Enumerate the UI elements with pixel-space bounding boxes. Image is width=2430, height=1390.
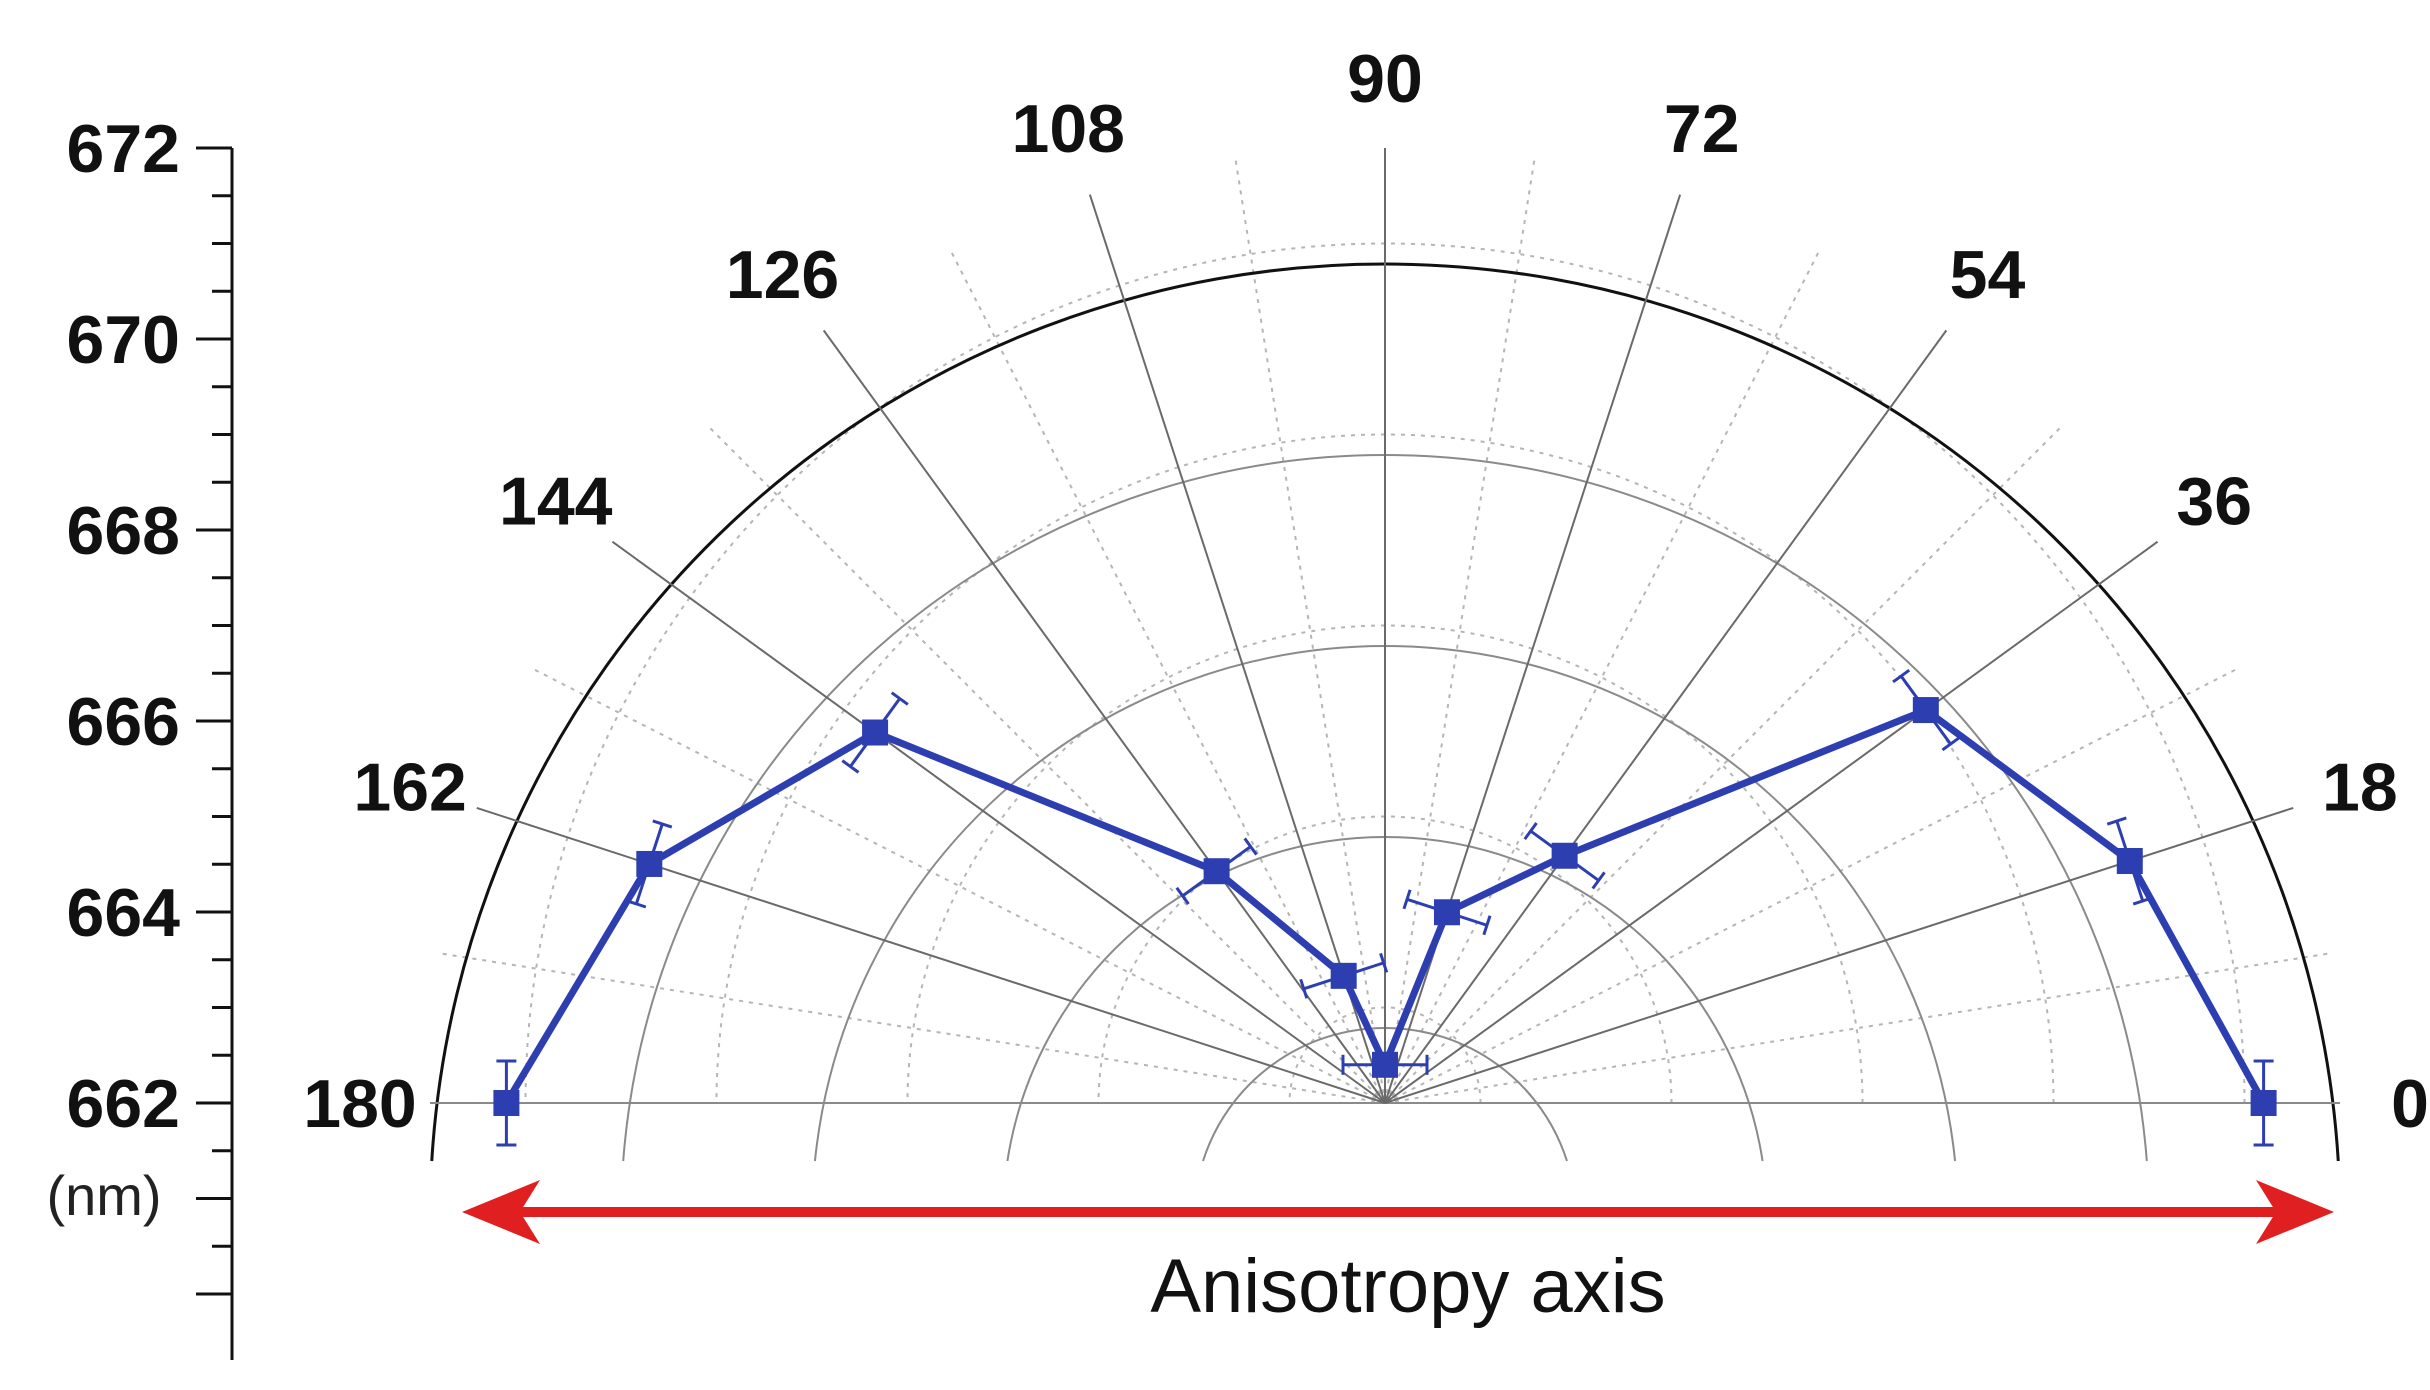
angle-tick-label: 0 — [2391, 1066, 2429, 1142]
radial-tick-label: 664 — [67, 875, 181, 951]
angle-tick-label: 162 — [353, 749, 466, 825]
radial-unit-label: (nm) — [46, 1164, 161, 1227]
error-bar-cap — [1941, 736, 1960, 752]
anisotropy-arrow-right-head — [2256, 1180, 2334, 1244]
minor-spoke — [1384, 159, 1536, 1104]
error-bar-cap — [2132, 896, 2153, 906]
annotation-label: Anisotropy axis — [1150, 1244, 1665, 1329]
minor-spoke — [950, 251, 1386, 1104]
data-point — [1912, 697, 1939, 724]
angle-tick-label: 108 — [1012, 91, 1125, 167]
minor-spoke — [1384, 427, 2061, 1104]
error-bar-cap — [890, 691, 909, 706]
minor-spoke — [1384, 251, 1820, 1104]
radial-tick-label: 666 — [67, 684, 180, 760]
radial-axis: 662 664 666 668 670 672 (nm) — [46, 111, 234, 1360]
minor-spoke — [533, 668, 1386, 1104]
error-bar-cap — [652, 819, 673, 829]
minor-spoke — [1384, 952, 2329, 1104]
angle-tick-label: 54 — [1950, 237, 2026, 313]
angle-tick-label: 126 — [726, 237, 839, 313]
radial-tick-label: 662 — [67, 1066, 180, 1142]
data-point — [1551, 842, 1578, 869]
radial-tick-label: 668 — [67, 493, 180, 569]
minor-gridlines — [441, 159, 2329, 1104]
data-point — [493, 1090, 520, 1116]
angle-tick-label: 180 — [303, 1066, 416, 1142]
major-spoke — [822, 329, 1386, 1104]
anisotropy-arrow-left-head — [462, 1180, 540, 1244]
error-bar-cap — [1243, 837, 1258, 856]
minor-spoke — [709, 427, 1386, 1104]
data-point — [1372, 1051, 1398, 1078]
error-bar-cap — [1591, 871, 1606, 890]
data-point — [2116, 848, 2143, 875]
data-point — [1203, 858, 1230, 885]
data-point — [636, 850, 663, 877]
major-spoke — [1088, 194, 1386, 1104]
angle-tick-label: 36 — [2176, 464, 2252, 540]
major-spoke — [1384, 806, 2294, 1104]
anisotropy-annotation: Anisotropy axis — [462, 1180, 2334, 1329]
error-bar-cap — [1523, 822, 1538, 841]
major-spoke — [1384, 540, 2159, 1104]
major-spoke — [476, 806, 1386, 1104]
minor-spoke — [1234, 159, 1386, 1104]
data-point — [1330, 962, 1357, 989]
data-point — [862, 719, 889, 746]
minor-spoke — [1384, 668, 2237, 1104]
major-gridlines — [430, 148, 2340, 1162]
radial-tick-label: 670 — [67, 302, 180, 378]
angle-tick-label: 18 — [2322, 749, 2398, 825]
data-series — [493, 668, 2277, 1147]
minor-ring — [524, 242, 2246, 1104]
major-spoke — [1384, 329, 1948, 1104]
angle-tick-label: 90 — [1347, 41, 1423, 117]
data-point — [1433, 899, 1460, 926]
error-bar-cap — [1379, 952, 1389, 973]
error-bar-cap — [1299, 978, 1309, 999]
angle-tick-labels: 0 18 36 54 72 90 108 126 144 162 180 — [303, 41, 2429, 1142]
error-bar-cap — [1402, 889, 1412, 910]
error-bar-cap — [1482, 915, 1492, 936]
error-bar-cap — [626, 899, 647, 909]
error-bar-cap — [1175, 886, 1190, 905]
major-spoke — [1384, 194, 1682, 1104]
angle-tick-label: 144 — [499, 464, 613, 540]
radial-tick-label: 672 — [67, 111, 180, 187]
minor-ring — [906, 624, 1864, 1104]
error-bar-cap — [841, 759, 860, 774]
error-bar-cap — [2106, 816, 2127, 826]
error-bar-cap — [1892, 668, 1911, 684]
minor-ring — [1097, 815, 1673, 1104]
data-point — [2250, 1090, 2277, 1116]
major-spoke — [611, 540, 1386, 1104]
angle-tick-label: 72 — [1664, 91, 1740, 167]
